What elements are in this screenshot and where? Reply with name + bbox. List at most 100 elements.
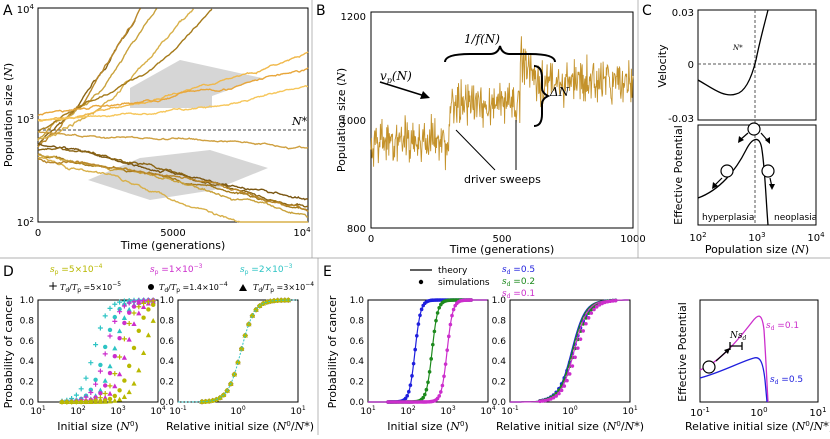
panel-e-sim-point-left bbox=[407, 389, 411, 394]
panel-b-xtick-0: 0 bbox=[368, 234, 374, 245]
panel-c-ytick-mid: 0 bbox=[688, 60, 694, 71]
panel-a-xtick-5000: 5000 bbox=[160, 228, 185, 239]
panel-e-potential-ball bbox=[702, 360, 716, 374]
panel-e-theory-right bbox=[510, 299, 629, 403]
panel-d-point bbox=[93, 377, 98, 382]
panel-e-sim-point-right bbox=[549, 397, 553, 401]
panel-e-sim-point-right bbox=[554, 394, 558, 398]
panel-e-sim-point-right bbox=[559, 388, 564, 393]
panel-e-sim-point-right bbox=[597, 303, 602, 307]
panel-d-point bbox=[102, 398, 108, 404]
panel-e-sim-point-right bbox=[562, 384, 567, 388]
panel-d-point bbox=[199, 398, 205, 404]
panel-e-left-frame bbox=[367, 299, 489, 403]
panel-c-top-ylabel: Velocity bbox=[656, 44, 669, 88]
panel-e-right-frame bbox=[509, 299, 631, 403]
panel-a-trajectory bbox=[37, 8, 158, 140]
panel-e-left-xtick: 102 bbox=[400, 405, 415, 417]
panel-e-sim-point-right bbox=[603, 300, 607, 305]
panel-d-left-xtick: 104 bbox=[150, 405, 165, 417]
panel-d-point bbox=[117, 388, 122, 393]
panel-d-left-xtick: 101 bbox=[30, 405, 45, 417]
panel-d-point bbox=[141, 304, 147, 309]
panel-d-point bbox=[88, 399, 94, 404]
panel-d-point bbox=[235, 359, 241, 365]
panel-d-point bbox=[102, 394, 108, 400]
panel-e-left-ytick: 0.6 bbox=[350, 337, 365, 347]
panel-d-point bbox=[131, 380, 137, 386]
panel-b-xtick-500: 500 bbox=[492, 234, 511, 245]
panel-d-point bbox=[271, 297, 277, 303]
panel-d-point bbox=[117, 306, 122, 312]
panel-d-point bbox=[151, 302, 156, 308]
panel-c-top-frame bbox=[697, 9, 817, 121]
panel-d-point bbox=[98, 362, 103, 368]
panel-d-right-ytick: 1.0 bbox=[160, 296, 175, 306]
panel-e-sim-point-left bbox=[447, 334, 451, 339]
panel-d-theory-curve bbox=[178, 299, 297, 403]
panel-d-point bbox=[73, 399, 79, 404]
panel-d-point bbox=[267, 298, 273, 304]
panel-c-ball-top bbox=[747, 122, 761, 136]
panel-e-sim-point-right bbox=[594, 305, 599, 309]
panel-e-potential-label-sd01: sd =0.1 bbox=[766, 321, 799, 332]
panel-e-left-xtick: 104 bbox=[480, 405, 495, 417]
panel-d-left-ytick: 0.0 bbox=[20, 398, 35, 408]
panel-d-point bbox=[275, 297, 281, 303]
panel-d-point bbox=[112, 393, 118, 399]
panel-b-jump-brace bbox=[533, 65, 551, 127]
panel-d-point bbox=[131, 304, 137, 309]
panel-d: sp =5×10−4 sp =1×10−3 sp =2×10−3 + Td/Tp… bbox=[2, 263, 314, 433]
panel-d-point bbox=[112, 397, 118, 403]
panel-d-legend-sp3: sp =2×10−3 bbox=[240, 263, 293, 276]
panel-d-point bbox=[136, 367, 142, 373]
panel-e-sim-point-right bbox=[567, 372, 572, 376]
panel-d-point bbox=[203, 398, 209, 404]
panel-d-right-xtick: 100 bbox=[230, 405, 245, 417]
panel-d-left-frame bbox=[37, 299, 159, 403]
panel-d-left-ytick: 0.6 bbox=[20, 337, 35, 347]
panel-d-point bbox=[103, 383, 108, 388]
panel-c-xlabel: Population size (N) bbox=[705, 243, 809, 256]
panel-e-theory-left bbox=[368, 299, 488, 403]
panel-e-sim-point-right bbox=[608, 299, 612, 303]
panel-e-potential-frame bbox=[699, 299, 819, 403]
panel-d-point bbox=[121, 303, 127, 309]
panel-e-sim-point-right bbox=[543, 398, 548, 403]
panel-e-sim-point-right bbox=[570, 364, 575, 368]
panel-d-point bbox=[150, 298, 156, 304]
panel-a-trajectory bbox=[37, 67, 309, 117]
panel-b-trajectory-line bbox=[370, 36, 634, 171]
panel-e-sim-point-right bbox=[592, 307, 596, 312]
panel-d-point bbox=[78, 386, 84, 392]
panel-e-sim-point-left bbox=[413, 347, 418, 352]
panel-d-point bbox=[83, 399, 89, 404]
panel-label-e: E bbox=[323, 264, 332, 280]
panel-e-potential-sd05 bbox=[699, 356, 768, 403]
panel-d-point bbox=[88, 360, 94, 366]
panel-d-point bbox=[98, 391, 103, 396]
panel-e-right-ytick: 0.6 bbox=[492, 337, 507, 347]
panel-d-point bbox=[145, 332, 151, 338]
panel-d-point bbox=[59, 399, 65, 404]
panel-e-barrier-label: Nsd bbox=[729, 331, 747, 342]
panel-label-a: A bbox=[3, 3, 13, 19]
panel-d-point bbox=[107, 363, 113, 369]
panel-d-left-ytick: 0.2 bbox=[20, 378, 34, 388]
panel-d-point bbox=[102, 313, 108, 319]
panel-d-left-xtick: 103 bbox=[110, 405, 125, 417]
panel-e-sim-point-left bbox=[440, 383, 445, 388]
panel-e-sim-point-left bbox=[434, 318, 438, 323]
panel-e-right-ytick: 0.4 bbox=[492, 357, 507, 367]
panel-e-sim-point-left bbox=[421, 395, 426, 400]
panel-a-nstar-label: N* bbox=[291, 115, 308, 128]
panel-e-right-xtick: 100 bbox=[562, 405, 577, 417]
panel-c-arrow-top-left-head bbox=[738, 136, 744, 143]
panel-e-legend-sd05: sd =0.5 bbox=[502, 265, 535, 276]
panel-d-point bbox=[73, 392, 79, 398]
panel-b-xlabel: Time (generations) bbox=[449, 243, 555, 256]
panel-e-sim-point-left bbox=[442, 374, 446, 379]
panel-d-point bbox=[136, 304, 142, 310]
panel-b-velocity-label: vp(N) bbox=[380, 69, 412, 85]
panel-e-sim-point-right bbox=[578, 337, 583, 341]
